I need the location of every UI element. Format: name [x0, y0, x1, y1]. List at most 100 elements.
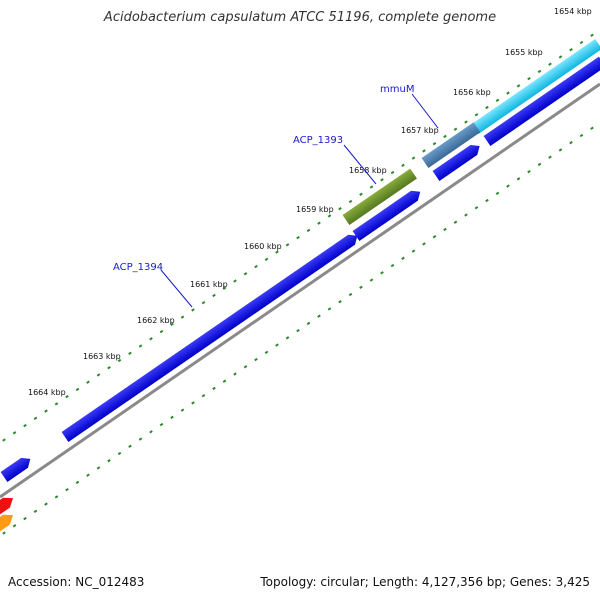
gene-label-mmum[interactable]: mmuM — [380, 84, 414, 95]
tick-dot — [54, 402, 59, 406]
gene-arrow-orange[interactable] — [0, 510, 16, 536]
tick-dot — [569, 48, 573, 52]
tick-label-1656: 1656 kbp — [453, 88, 491, 97]
tick-dot — [96, 466, 101, 470]
tick-dot — [138, 437, 143, 441]
gene-label-acp1394-group: ACP_1394 — [113, 262, 193, 308]
tick-dot — [443, 134, 447, 139]
gene-arrow-left-blue[interactable] — [0, 454, 34, 482]
tick-dot — [12, 431, 17, 435]
tick-dot — [159, 422, 164, 427]
tick-dot — [348, 292, 353, 297]
tick-dot — [201, 394, 206, 398]
tick-dot — [86, 380, 90, 384]
tick-dot — [369, 278, 374, 282]
tick-dot — [2, 438, 6, 442]
gene-arrow-acp1394-shape — [61, 234, 358, 442]
tick-dot — [233, 279, 237, 283]
tick-dot — [569, 141, 573, 145]
tick-dot — [527, 169, 531, 174]
gene-arrow-left-blue-shape — [0, 457, 31, 482]
tick-dot — [453, 220, 458, 224]
gene-arrow-blue-top-shape — [483, 56, 600, 146]
tick-dot — [296, 235, 300, 240]
tick-dot — [474, 113, 479, 117]
tick-label-1664: 1664 kbp — [28, 388, 66, 397]
tick-label-1655: 1655 kbp — [505, 48, 543, 57]
tick-dot — [474, 206, 479, 210]
tick-dot — [159, 329, 164, 334]
tick-dot — [432, 141, 437, 146]
gene-label-mmum-group: mmuM — [380, 84, 439, 129]
tick-dot — [243, 272, 248, 276]
tick-dot — [401, 256, 405, 261]
tick-dot — [506, 91, 510, 95]
tick-dot — [485, 198, 489, 203]
tick-dot — [285, 243, 290, 247]
tick-dot — [579, 133, 584, 138]
tick-label-1661: 1661 kbp — [190, 280, 228, 289]
tick-dot — [117, 451, 122, 456]
tick-dot — [380, 178, 384, 182]
tick-label-1663: 1663 kbp — [83, 352, 121, 361]
tick-dot — [212, 293, 216, 298]
tick-dot — [180, 315, 185, 319]
tick-dot — [222, 286, 227, 290]
map-title: Acidobacterium capsulatum ATCC 51196, co… — [103, 10, 497, 25]
gene-arrow-mmum[interactable] — [421, 122, 481, 168]
gene-arrow-blue-top[interactable] — [483, 56, 600, 146]
tick-dot — [359, 285, 363, 289]
gene-label-acp1394[interactable]: ACP_1394 — [113, 262, 163, 273]
tick-dot — [317, 221, 321, 225]
tick-dot — [44, 409, 48, 413]
tick-dot — [338, 300, 342, 304]
tick-dot — [327, 307, 332, 311]
tick-dot — [275, 343, 279, 347]
gene-label-acp1393-group: ACP_1393 — [293, 135, 377, 185]
tick-dot — [243, 365, 248, 369]
tick-dot — [548, 62, 552, 66]
gene-arrow-red[interactable] — [0, 493, 16, 519]
tick-dot — [464, 213, 468, 217]
tick-dot — [411, 156, 416, 160]
tick-dot — [201, 301, 206, 305]
gene-arrow-cyan[interactable] — [471, 39, 600, 134]
gene-arrow-cyan-shape — [471, 39, 600, 134]
tick-label-1654: 1654 kbp — [554, 7, 592, 16]
tick-dot — [537, 162, 542, 167]
gene-arrow-mmum-shape — [421, 122, 481, 168]
tick-dot — [23, 423, 27, 428]
tick-dot — [12, 524, 17, 528]
gene-arrow-acp1393-top-shape — [432, 144, 480, 181]
gene-arrow-acp1393-top[interactable] — [432, 141, 483, 181]
gene-arrow-olive[interactable] — [342, 168, 417, 225]
gene-arrow-red-shape — [0, 497, 14, 519]
tick-dot — [516, 177, 521, 181]
tick-dot — [306, 228, 311, 233]
tick-dot — [170, 322, 174, 327]
tick-dot — [222, 379, 227, 383]
tick-dot — [212, 386, 216, 391]
tick-dot — [590, 126, 594, 130]
tick-dot — [558, 148, 563, 152]
tick-dot — [96, 373, 101, 377]
tick-dot — [275, 250, 279, 254]
genome-backbone — [0, 82, 600, 499]
tick-dot — [317, 314, 321, 318]
tick-dot — [390, 263, 395, 268]
tick-dot — [443, 227, 447, 232]
gene-arrow-acp1394[interactable] — [61, 231, 361, 442]
tick-label-1658: 1658 kbp — [349, 166, 387, 175]
tick-dot — [527, 76, 531, 81]
tick-dot — [411, 249, 416, 253]
gene-arrow-acp1393[interactable] — [352, 187, 424, 241]
gene-label-acp1393[interactable]: ACP_1393 — [293, 135, 343, 146]
tick-label-1660: 1660 kbp — [244, 242, 282, 251]
tick-dot — [54, 495, 59, 499]
tick-dot — [128, 444, 132, 448]
tick-dot — [369, 185, 374, 189]
tick-dot — [117, 358, 122, 363]
gene-arrow-olive-shape — [342, 168, 417, 225]
tick-dot — [327, 214, 332, 218]
